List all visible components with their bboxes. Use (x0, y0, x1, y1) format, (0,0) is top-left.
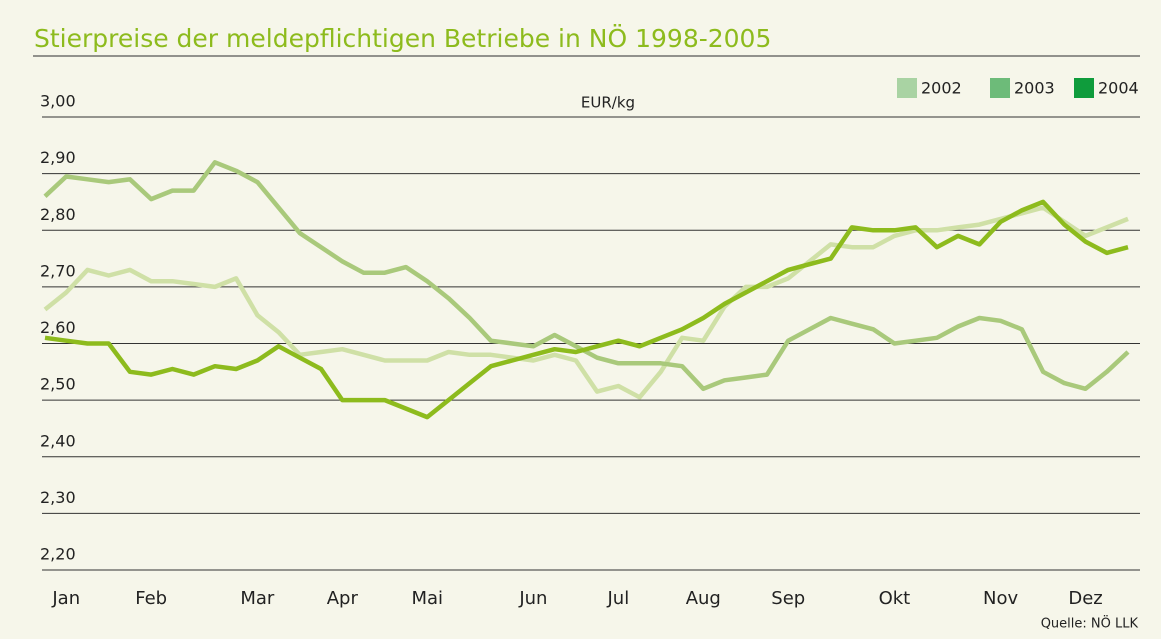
x-tick-label: Mar (240, 588, 275, 609)
y-tick-label: 2,70 (40, 261, 76, 280)
x-tick-label: Jul (606, 588, 629, 609)
source: Quelle: NÖ LLK (1041, 615, 1139, 632)
x-tick-label: Aug (686, 588, 721, 609)
y-axis-unit: EUR/kg (581, 94, 635, 112)
x-tick-label: Jan (51, 588, 80, 609)
y-tick-label: 2,20 (40, 545, 76, 564)
x-tick-label: Okt (879, 588, 911, 609)
y-tick-label: 2,50 (40, 375, 76, 394)
y-tick-label: 2,40 (40, 431, 76, 450)
y-tick-label: 2,60 (40, 318, 76, 337)
x-tick-label: Dez (1068, 588, 1102, 609)
x-tick-label: Feb (135, 588, 167, 609)
series-line (43, 160, 1130, 392)
y-tick-label: 2,30 (40, 488, 76, 507)
series-line (44, 199, 1129, 420)
legend-label: 2003 (1014, 79, 1055, 98)
legend-label: 2004 (1098, 79, 1139, 98)
legend-swatch (990, 78, 1010, 98)
x-tick-label: Mai (411, 588, 443, 609)
y-tick-label: 3,00 (40, 92, 76, 111)
y-tick-label: 2,80 (40, 205, 76, 224)
x-tick-label: Nov (983, 588, 1018, 609)
series-line (43, 205, 1129, 400)
legend-swatch (897, 78, 917, 98)
x-tick-label: Jun (518, 588, 547, 609)
legend-label: 2002 (921, 79, 962, 98)
legend-swatch (1074, 78, 1094, 98)
x-tick-label: Sep (771, 588, 805, 609)
y-tick-label: 2,90 (40, 148, 76, 167)
x-tick-label: Apr (327, 588, 359, 609)
chart-title: Stierpreise der meldepflichtigen Betrieb… (34, 24, 771, 53)
